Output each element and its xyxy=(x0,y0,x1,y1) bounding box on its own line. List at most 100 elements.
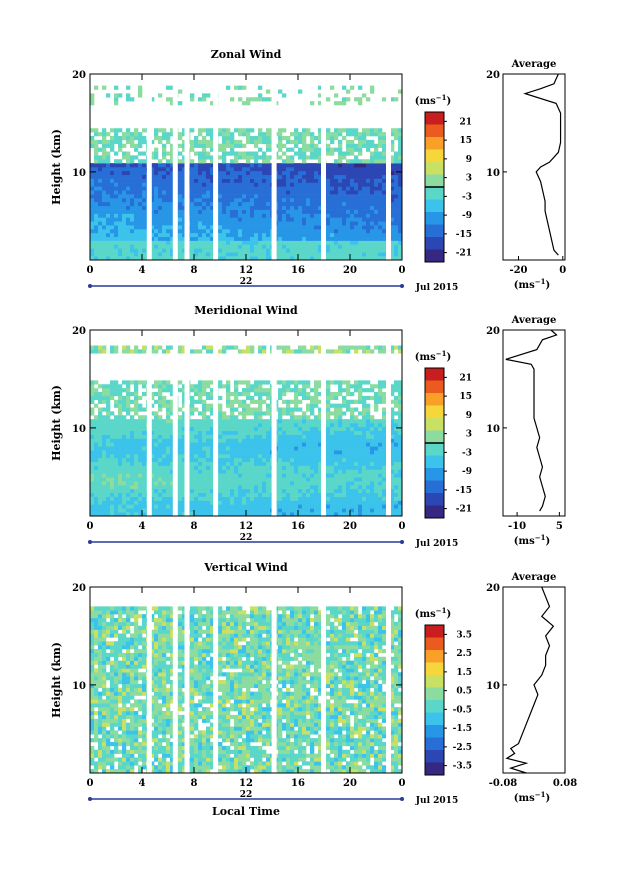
heatmap-cell xyxy=(326,423,331,428)
heatmap-cell xyxy=(170,159,175,164)
heatmap-cell xyxy=(338,232,343,238)
heatmap-cell xyxy=(182,132,187,137)
heatmap-cell xyxy=(246,380,251,385)
heatmap-cell xyxy=(102,349,107,354)
heatmap-cell xyxy=(130,426,135,432)
heatmap-cell xyxy=(342,155,347,160)
heatmap-cell xyxy=(302,248,307,253)
heatmap-cell xyxy=(374,178,379,183)
heatmap-cell xyxy=(170,213,175,218)
heatmap-cell xyxy=(198,450,203,455)
heatmap-cell xyxy=(106,512,111,517)
heatmap-cell xyxy=(134,430,139,435)
heatmap-cell xyxy=(190,419,195,424)
heatmap-cell xyxy=(242,186,247,191)
heatmap-cell xyxy=(342,198,347,203)
heatmap-cell xyxy=(294,240,299,245)
heatmap-cell xyxy=(306,198,311,203)
heatmap-cell xyxy=(154,508,159,513)
heatmap-cell xyxy=(190,438,195,443)
heatmap-cell xyxy=(122,205,127,210)
heatmap-cell xyxy=(310,198,315,203)
heatmap-cell xyxy=(226,496,231,501)
heatmap-cell xyxy=(358,174,363,179)
heatmap-cell xyxy=(298,244,303,249)
heatmap-cell xyxy=(158,182,163,187)
heatmap-cell xyxy=(326,248,331,253)
heatmap-cell xyxy=(226,403,231,408)
heatmap-cell xyxy=(286,170,291,176)
heatmap-cell xyxy=(298,147,303,152)
heatmap-cell xyxy=(338,485,343,490)
heatmap-cell xyxy=(354,244,359,249)
heatmap-cell xyxy=(134,213,139,218)
heatmap-cell xyxy=(106,209,111,214)
heatmap-cell xyxy=(330,492,335,497)
heatmap-cell xyxy=(162,477,167,482)
heatmap-cell xyxy=(170,438,175,443)
heatmap-cell xyxy=(134,477,139,482)
heatmap-cell xyxy=(126,481,131,486)
heatmap-cell xyxy=(142,461,147,466)
heatmap-cell xyxy=(166,151,171,156)
heatmap-cell xyxy=(226,392,231,397)
heatmap-cell xyxy=(194,461,199,466)
heatmap-cell xyxy=(158,465,163,470)
heatmap-cell xyxy=(102,147,107,152)
heatmap-cell xyxy=(346,388,351,393)
heatmap-cell xyxy=(98,256,103,261)
heatmap-cell xyxy=(118,508,123,513)
heatmap-cell xyxy=(142,496,147,501)
heatmap-cell xyxy=(182,182,187,187)
heatmap-cell xyxy=(238,426,243,432)
heatmap-cell xyxy=(302,194,307,199)
heatmap-cell xyxy=(302,492,307,497)
heatmap-cell xyxy=(346,170,351,176)
heatmap-cell xyxy=(142,446,147,451)
heatmap-cell xyxy=(230,248,235,253)
heatmap-cell xyxy=(98,221,103,226)
heatmap-cell xyxy=(234,419,239,424)
heatmap-cell xyxy=(222,500,227,505)
heatmap-cell xyxy=(194,473,199,478)
heatmap-cell xyxy=(338,384,343,389)
heatmap-cell xyxy=(302,434,307,439)
heatmap-cell xyxy=(122,209,127,214)
heatmap-cell xyxy=(178,512,183,517)
heatmap-cell xyxy=(342,186,347,191)
heatmap-cell xyxy=(326,384,331,389)
heatmap-cell xyxy=(302,415,307,420)
heatmap-cell xyxy=(294,392,299,397)
heatmap-cell xyxy=(134,128,139,133)
heatmap-cell xyxy=(98,132,103,137)
heatmap-cell xyxy=(142,481,147,486)
heatmap-cell xyxy=(334,461,339,466)
heatmap-cell xyxy=(190,209,195,214)
heatmap-cell xyxy=(198,139,203,145)
heatmap-cell xyxy=(230,512,235,517)
heatmap-cell xyxy=(374,155,379,160)
heatmap-cell xyxy=(178,201,183,207)
heatmap-cell xyxy=(334,485,339,490)
heatmap-cell xyxy=(254,415,259,420)
heatmap-cell xyxy=(126,221,131,226)
heatmap-cell xyxy=(350,477,355,482)
heatmap-cell xyxy=(286,190,291,195)
heatmap-cell xyxy=(362,236,367,241)
heatmap-cell xyxy=(130,167,135,172)
heatmap-cell xyxy=(138,186,143,191)
heatmap-cell xyxy=(374,496,379,501)
heatmap-cell xyxy=(138,496,143,501)
heatmap-cell xyxy=(286,388,291,393)
heatmap-cell xyxy=(130,213,135,218)
heatmap-cell xyxy=(378,205,383,210)
heatmap-cell xyxy=(306,434,311,439)
heatmap-cell xyxy=(166,256,171,261)
heatmap-cell xyxy=(138,178,143,183)
heatmap-cell xyxy=(190,174,195,179)
heatmap-cell xyxy=(122,136,127,141)
heatmap-cell xyxy=(114,504,119,509)
heatmap-cell xyxy=(350,248,355,253)
heatmap-cell xyxy=(282,194,287,199)
